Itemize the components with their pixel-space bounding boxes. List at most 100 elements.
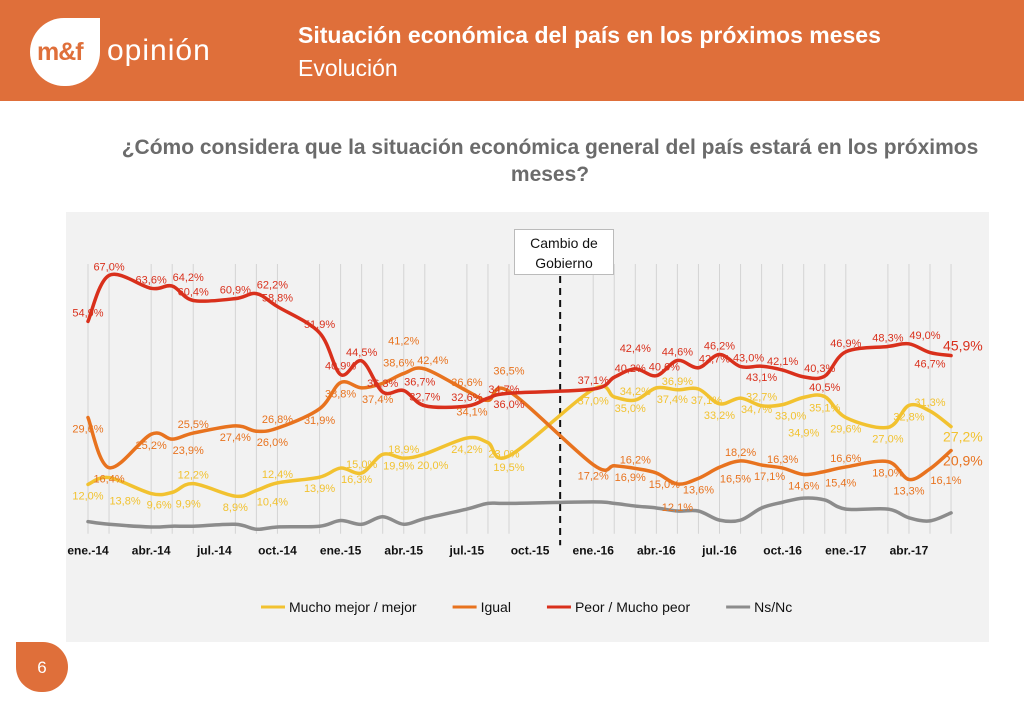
data-label: 19,9% — [383, 460, 414, 472]
lines-layer — [86, 272, 953, 532]
data-label: 43,1% — [746, 372, 777, 384]
data-label: 13,9% — [304, 483, 335, 495]
data-label: 35,0% — [615, 403, 646, 415]
series-line-peor-mucho-peor — [86, 272, 953, 410]
header-band: m&f opinión Situación económica del país… — [0, 0, 1024, 101]
data-label: 49,0% — [909, 330, 940, 342]
data-label: 48,3% — [872, 332, 903, 344]
data-label: 58,8% — [262, 293, 293, 305]
data-label: 33,2% — [704, 410, 735, 422]
data-label: 36,9% — [662, 376, 693, 388]
legend-label: Ns/Nc — [754, 599, 792, 615]
x-tick-label: oct.-16 — [763, 544, 802, 558]
data-label: 46,2% — [704, 340, 735, 352]
grid-layer — [87, 264, 952, 546]
data-label: 40,5% — [809, 382, 840, 394]
data-label: 16,5% — [720, 473, 751, 485]
x-tick-label: ene.-16 — [573, 544, 615, 558]
logo-drop-shape — [30, 18, 100, 86]
series-line-ns-nc — [86, 496, 953, 532]
legend-label: Peor / Mucho peor — [575, 599, 691, 615]
data-label: 14,6% — [788, 481, 819, 493]
x-tick-label: oct.-15 — [511, 544, 550, 558]
data-label: 46,9% — [830, 338, 861, 350]
data-label: 60,4% — [178, 286, 209, 298]
data-label: 40,2% — [615, 363, 646, 375]
line-chart: ene.-14 abr.-14 jul.-14 oct.-14 ene.-15 abr.-… — [67, 261, 983, 615]
data-label: 42,1% — [767, 356, 798, 368]
data-label: 9,6% — [147, 500, 172, 512]
data-label: 31,3% — [914, 397, 945, 409]
data-label: 18,0% — [872, 468, 903, 480]
data-label: 16,3% — [767, 454, 798, 466]
data-label: 25,5% — [178, 419, 209, 431]
data-label: 38,6% — [383, 357, 414, 369]
data-label: 26,8% — [262, 414, 293, 426]
data-label: 16,1% — [930, 475, 961, 487]
data-label: 27,0% — [872, 433, 903, 445]
x-tick-label: abr.-14 — [132, 544, 171, 558]
data-label: 67,0% — [93, 261, 124, 273]
data-label: 51,9% — [304, 319, 335, 331]
series-line-igual — [86, 366, 953, 486]
data-label: 25,2% — [136, 440, 167, 452]
data-label: 16,2% — [620, 454, 651, 466]
data-label: 13,6% — [683, 484, 714, 496]
data-label: 13,8% — [109, 496, 140, 508]
page-number: 6 — [16, 642, 68, 692]
data-label: 34,1% — [456, 406, 487, 418]
data-label: 12,2% — [178, 470, 209, 482]
survey-question: ¿Cómo considera que la situación económi… — [121, 136, 979, 186]
data-label: 15,0% — [346, 459, 377, 471]
data-label: 13,3% — [893, 485, 924, 497]
data-label: 24,2% — [451, 444, 482, 456]
data-label: 17,1% — [754, 471, 785, 483]
x-tick-label: jul.-15 — [449, 544, 485, 558]
page-title: Situación económica del país en los próx… — [298, 22, 881, 48]
data-label: 12,1% — [662, 502, 693, 514]
data-label: 34,7% — [741, 404, 772, 416]
legend-label: Mucho mejor / mejor — [289, 599, 417, 615]
data-label: 37,4% — [657, 394, 688, 406]
data-label: 26,0% — [257, 437, 288, 449]
data-label: 9,9% — [176, 498, 201, 510]
data-label: 32,6% — [451, 392, 482, 404]
data-label: 35,1% — [809, 403, 840, 415]
data-label: 34,2% — [620, 386, 651, 398]
data-label: 38,8% — [325, 389, 356, 401]
series-line-mucho-mejor-mejor — [86, 384, 953, 499]
data-label: 16,6% — [830, 453, 861, 465]
data-label: 64,2% — [173, 272, 204, 284]
data-label: 37,4% — [362, 394, 393, 406]
data-label: 31,9% — [304, 415, 335, 427]
data-label: 19,5% — [493, 462, 524, 474]
data-label: 15,4% — [825, 477, 856, 489]
data-label: 40,3% — [804, 363, 835, 375]
data-label: 32,7% — [746, 392, 777, 404]
page-subtitle: Evolución — [298, 55, 398, 81]
data-label: 20,9% — [943, 453, 983, 469]
data-label: 8,9% — [223, 502, 248, 514]
x-tick-label: ene.-14 — [67, 544, 109, 558]
data-label: 36,3% — [367, 378, 398, 390]
data-label: 36,6% — [451, 377, 482, 389]
data-label: 12,4% — [262, 469, 293, 481]
data-label: 32,8% — [893, 411, 924, 423]
data-label: 54,9% — [72, 307, 103, 319]
data-label: 44,5% — [346, 347, 377, 359]
annotation-cambio-de-gobierno: Cambio de Gobierno — [514, 229, 614, 275]
data-label: 17,2% — [578, 471, 609, 483]
data-label: 46,7% — [914, 359, 945, 371]
x-tick-label: jul.-14 — [196, 544, 232, 558]
data-label: 20,0% — [417, 460, 448, 472]
data-label: 16,9% — [615, 472, 646, 484]
data-label: 34,9% — [788, 427, 819, 439]
data-label: 12,0% — [72, 490, 103, 502]
data-label: 41,2% — [388, 335, 419, 347]
data-label: 37,1% — [691, 395, 722, 407]
x-tick-label: ene.-17 — [825, 544, 867, 558]
data-label: 40,6% — [649, 362, 680, 374]
chart-panel: ene.-14 abr.-14 jul.-14 oct.-14 ene.-15 abr.-… — [66, 212, 989, 642]
data-label: 33,0% — [775, 411, 806, 423]
data-label: 34,7% — [488, 384, 519, 396]
